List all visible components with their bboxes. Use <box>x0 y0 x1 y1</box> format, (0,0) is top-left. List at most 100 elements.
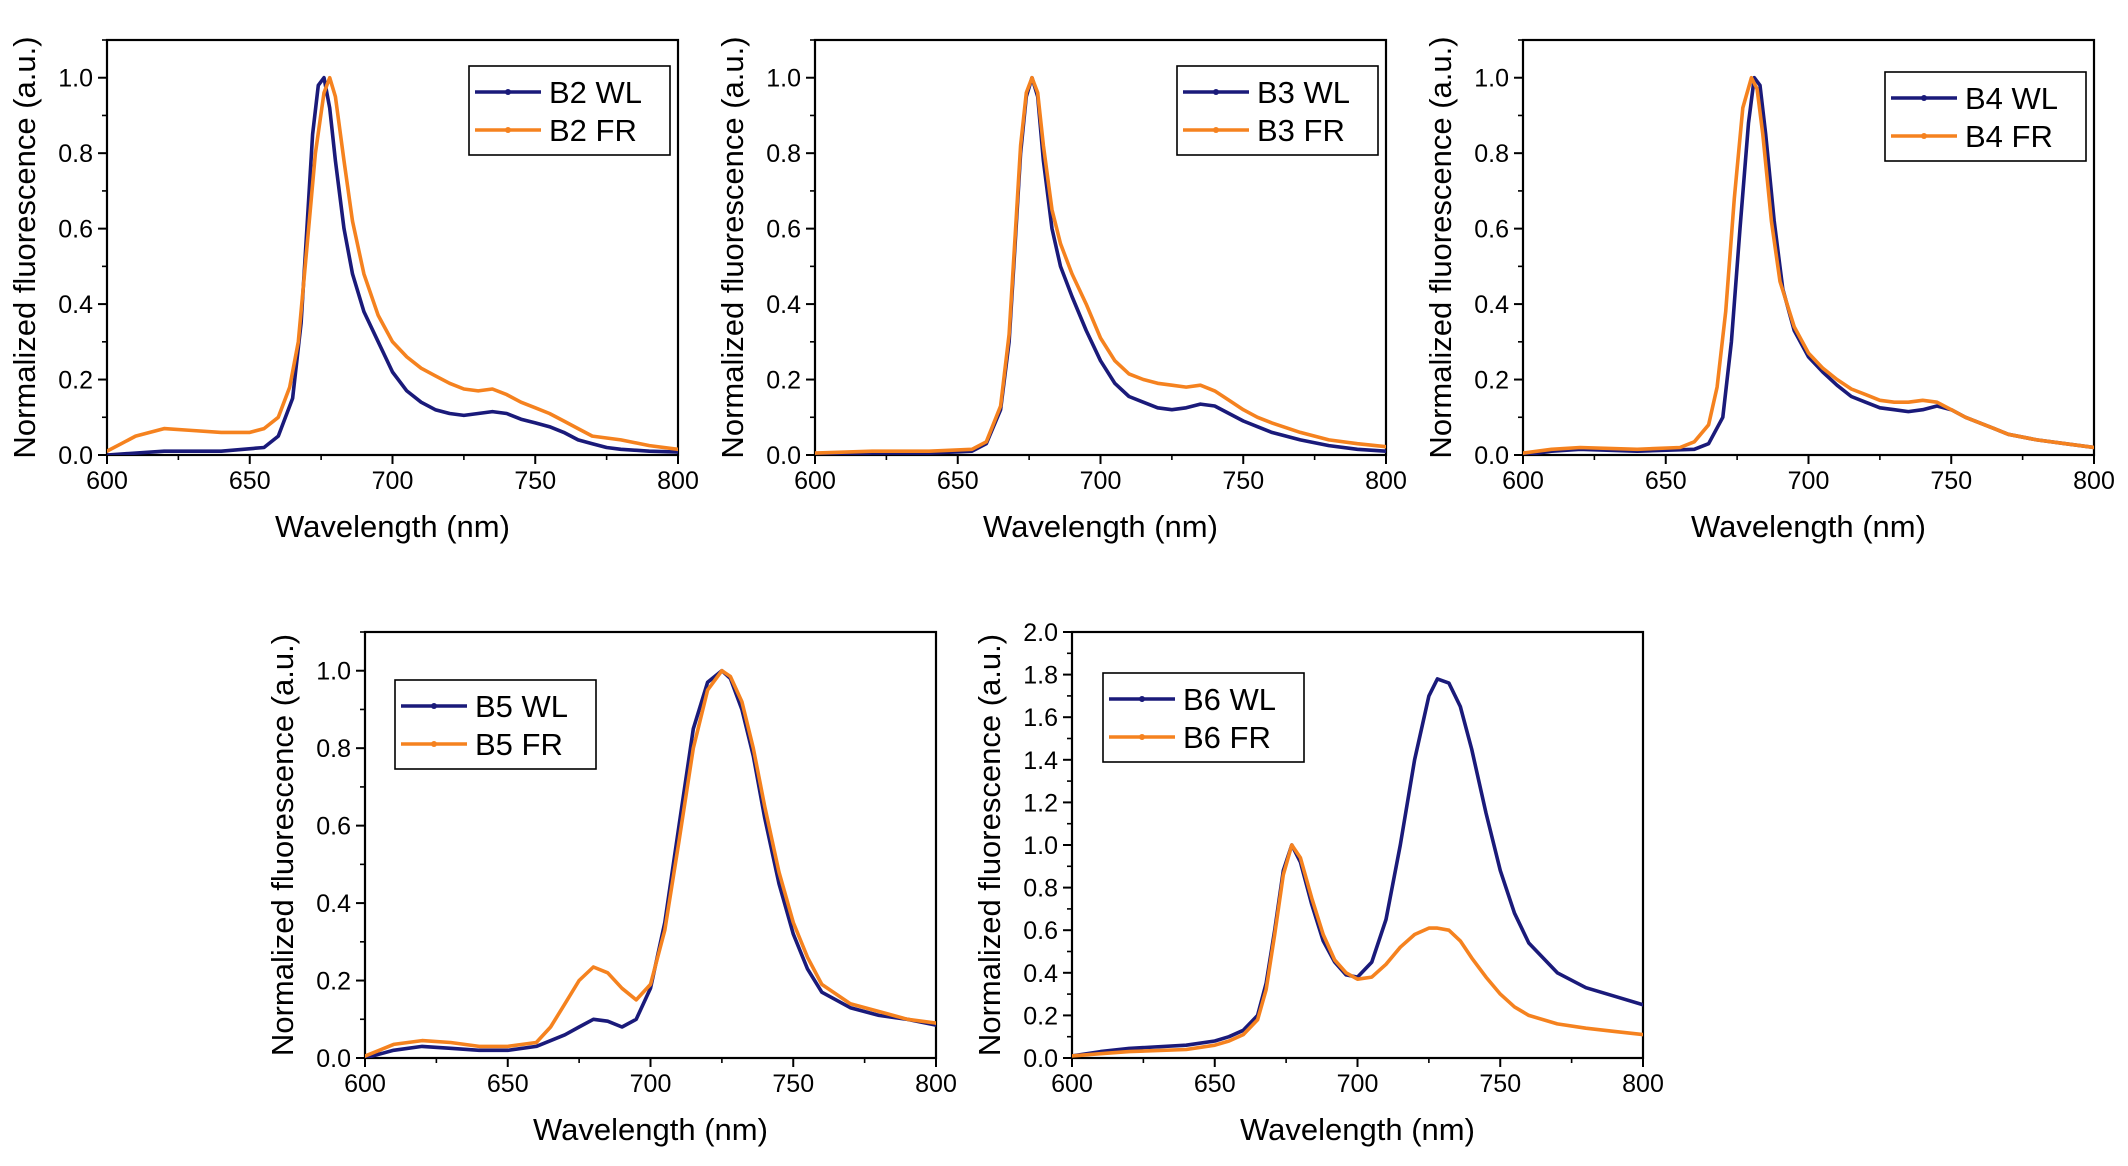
y-tick-label: 0.0 <box>316 1045 351 1073</box>
y-axis-label: Normalized fluorescence (a.u.) <box>972 634 1007 1056</box>
y-tick-label: 1.2 <box>1023 789 1058 817</box>
y-tick-label: 1.0 <box>766 65 801 93</box>
y-tick-label: 0.8 <box>1474 140 1509 168</box>
y-axis-label: Normalized fluorescence (a.u.) <box>715 36 750 458</box>
y-axis-label: Normalized fluorescence (a.u.) <box>7 36 42 458</box>
y-tick-label: 0.6 <box>316 813 351 841</box>
chart-panel-1: 600 650 700 750 800 0.0 0.2 0.4 0.6 0.8 1.0 Wavelen… <box>7 36 699 544</box>
legend-entry-label: B4 WL <box>1965 81 2058 116</box>
chart-panel-3: 600 650 700 750 800 0.0 0.2 0.4 0.6 0.8 1.0 Wavelen… <box>1423 36 2115 544</box>
x-axis-label: Wavelength (nm) <box>983 509 1218 544</box>
legend-marker <box>1213 89 1219 95</box>
legend-entry-label: B5 FR <box>475 727 563 762</box>
y-tick-label: 0.8 <box>1023 875 1058 903</box>
series-line-fr <box>815 75 1386 455</box>
x-tick-label: 750 <box>1222 467 1264 495</box>
y-tick-label: 0.8 <box>316 735 351 763</box>
y-tick-label: 1.0 <box>316 658 351 686</box>
x-tick-label: 800 <box>1365 467 1407 495</box>
y-tick-label: 0.6 <box>766 216 801 244</box>
legend-marker <box>1921 133 1927 139</box>
series-line-fr <box>1523 75 2094 455</box>
y-tick-label: 1.0 <box>1474 65 1509 93</box>
x-tick-label: 600 <box>1051 1070 1093 1098</box>
y-tick-label: 1.4 <box>1023 747 1058 775</box>
legend-marker <box>1921 95 1927 101</box>
legend-box <box>1884 71 2087 162</box>
legend-marker <box>1139 696 1145 702</box>
y-tick-label: 1.0 <box>1023 832 1058 860</box>
series-line-wl <box>1072 677 1643 1058</box>
y-tick-label: 0.2 <box>58 367 93 395</box>
y-tick-label: 0.6 <box>58 216 93 244</box>
legend-box <box>394 679 597 770</box>
y-tick-label: 0.4 <box>316 890 351 918</box>
y-axis-label: Normalized fluorescence (a.u.) <box>265 634 300 1056</box>
legend-entry-label: B3 WL <box>1257 75 1350 110</box>
legend-entry-label: B6 FR <box>1183 720 1271 755</box>
y-tick-label: 0.8 <box>58 140 93 168</box>
legend-marker <box>1139 734 1145 740</box>
x-tick-label: 650 <box>1194 1070 1236 1098</box>
y-tick-label: 0.2 <box>766 367 801 395</box>
legend-box <box>468 65 671 156</box>
legend-box <box>1176 65 1379 156</box>
x-tick-label: 750 <box>1930 467 1972 495</box>
y-tick-label: 0.6 <box>1474 216 1509 244</box>
y-tick-label: 0.2 <box>1474 367 1509 395</box>
y-axis-label: Normalized fluorescence (a.u.) <box>1423 36 1458 458</box>
x-tick-label: 600 <box>344 1070 386 1098</box>
legend-marker <box>431 703 437 709</box>
x-tick-label: 700 <box>1337 1070 1379 1098</box>
y-tick-label: 0.0 <box>766 442 801 470</box>
series-line-fr <box>107 75 678 454</box>
x-tick-label: 700 <box>372 467 414 495</box>
x-axis-label: Wavelength (nm) <box>275 509 510 544</box>
y-tick-label: 1.8 <box>1023 662 1058 690</box>
y-tick-label: 0.8 <box>766 140 801 168</box>
y-tick-label: 0.0 <box>58 442 93 470</box>
x-tick-label: 650 <box>487 1070 529 1098</box>
legend-box <box>1102 672 1305 763</box>
legend-entry-label: B6 WL <box>1183 682 1276 717</box>
x-tick-label: 600 <box>794 467 836 495</box>
x-axis-label: Wavelength (nm) <box>533 1112 768 1147</box>
y-tick-label: 2.0 <box>1023 619 1058 647</box>
legend-entry-label: B5 WL <box>475 689 568 724</box>
series-line-wl <box>365 668 936 1058</box>
y-tick-label: 0.4 <box>1474 291 1509 319</box>
y-tick-label: 0.4 <box>58 291 93 319</box>
x-axis-label: Wavelength (nm) <box>1691 509 1926 544</box>
y-tick-label: 0.4 <box>766 291 801 319</box>
x-tick-label: 600 <box>1502 467 1544 495</box>
chart-panel-2: 600 650 700 750 800 0.0 0.2 0.4 0.6 0.8 1.0 Wavelen… <box>715 36 1407 544</box>
legend-entry-label: B3 FR <box>1257 113 1345 148</box>
x-tick-label: 750 <box>514 467 556 495</box>
x-axis-label: Wavelength (nm) <box>1240 1112 1475 1147</box>
x-tick-label: 700 <box>630 1070 672 1098</box>
x-tick-label: 800 <box>657 467 699 495</box>
legend-entry-label: B2 FR <box>549 113 637 148</box>
series-line-fr <box>1072 843 1643 1058</box>
y-tick-label: 0.6 <box>1023 917 1058 945</box>
y-tick-label: 0.2 <box>316 968 351 996</box>
y-tick-label: 1.6 <box>1023 704 1058 732</box>
series-line-fr <box>365 668 936 1058</box>
y-tick-label: 1.0 <box>58 65 93 93</box>
y-tick-label: 0.0 <box>1023 1045 1058 1073</box>
chart-panel-5: 600 650 700 750 800 0.0 0.2 0.4 0.6 0.8 1.0 1.2 1.4 1… <box>972 619 1664 1147</box>
legend-marker <box>1213 127 1219 133</box>
y-tick-label: 0.0 <box>1474 442 1509 470</box>
legend-marker <box>505 89 511 95</box>
x-tick-label: 650 <box>1645 467 1687 495</box>
legend-entry-label: B2 WL <box>549 75 642 110</box>
x-tick-label: 750 <box>772 1070 814 1098</box>
legend-marker <box>505 127 511 133</box>
